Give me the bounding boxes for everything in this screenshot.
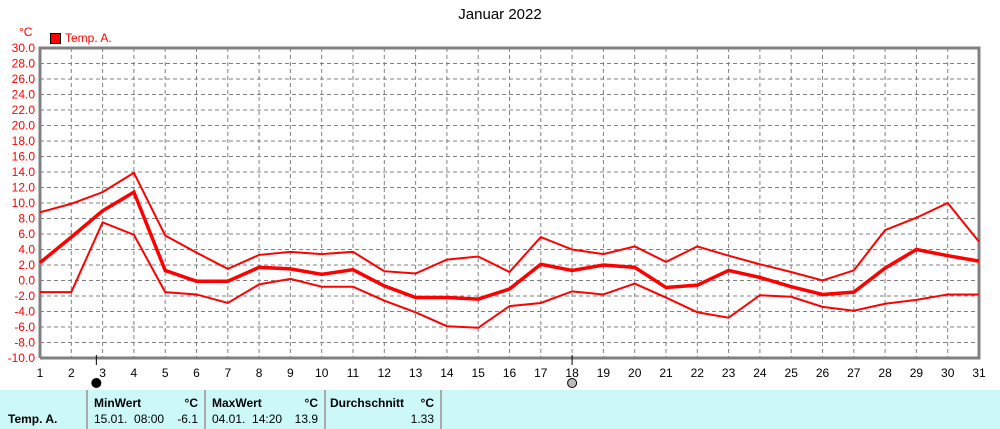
y-tick-label: 18.0: [12, 134, 36, 148]
series-line-avg: [38, 189, 980, 301]
x-tick-label: 20: [628, 366, 642, 380]
x-tick-label: 5: [162, 366, 169, 380]
series-label: Temp. A.: [8, 412, 58, 426]
x-tick-label: 16: [503, 366, 517, 380]
avg-header: Durchschnitt: [330, 396, 405, 410]
max-time: 04.01. 14:20: [212, 412, 283, 426]
chart-title: Januar 2022: [458, 6, 542, 23]
marker-filled: [91, 378, 102, 388]
x-tick-label: 23: [722, 366, 736, 380]
max-col: MaxWert °C 04.01. 14:20 13.9: [206, 390, 326, 429]
x-tick-label: 31: [972, 366, 986, 380]
x-tick-label: 18: [565, 366, 579, 380]
x-tick-label: 13: [409, 366, 423, 380]
y-tick-label: 10.0: [12, 196, 36, 210]
x-tick-label: 11: [347, 366, 360, 380]
x-tick-label: 29: [910, 366, 924, 380]
x-tick-label: 10: [315, 366, 329, 380]
x-tick-label: 15: [472, 366, 486, 380]
x-tick-label: 26: [816, 366, 830, 380]
min-header: MinWert: [94, 396, 142, 410]
y-tick-label: 2.0: [18, 258, 35, 272]
y-tick-label: 12.0: [12, 181, 36, 195]
legend-label: Temp. A.: [65, 31, 112, 45]
x-tick-label: 17: [534, 366, 548, 380]
line-chart: -10.0-8.0 -6.0-4.0 -2.00.0 2.04.0 6.08.0 10.0…: [8, 41, 986, 388]
y-tick-label: -10.0: [8, 351, 36, 365]
x-tick-label: 1: [37, 366, 44, 380]
series-line-max: [39, 171, 980, 282]
x-tick-label: 8: [256, 366, 263, 380]
y-tick-label: 28.0: [12, 57, 36, 71]
x-tick-label: 6: [193, 366, 200, 380]
marker-hollow: [567, 378, 578, 388]
max-header: MaxWert: [212, 396, 262, 410]
y-tick-label: 6.0: [18, 227, 35, 241]
x-tick-label: 14: [440, 366, 454, 380]
stats-label-col: Temp. A.: [0, 390, 88, 429]
y-tick-label: -2.0: [14, 289, 35, 303]
y-tick-label: 14.0: [12, 165, 36, 179]
y-tick-label: 20.0: [12, 119, 36, 133]
x-tick-label: 19: [597, 366, 611, 380]
max-unit: °C: [304, 396, 318, 410]
min-unit: °C: [184, 396, 198, 410]
x-tick-label: 9: [287, 366, 294, 380]
avg-unit: °C: [420, 396, 434, 410]
x-tick-label: 21: [659, 366, 673, 380]
x-tick-label: 27: [847, 366, 861, 380]
y-tick-label: 4.0: [18, 243, 35, 257]
y-tick-label: 16.0: [12, 150, 36, 164]
x-tick-label: 28: [878, 366, 892, 380]
y-tick-label: 8.0: [18, 212, 35, 226]
avg-value: 1.33: [410, 412, 434, 426]
x-tick-label: 4: [131, 366, 138, 380]
x-tick-label: 7: [224, 366, 231, 380]
legend: Temp. A.: [50, 31, 112, 45]
y-tick-label: 30.0: [12, 41, 36, 55]
x-tick-label: 12: [378, 366, 392, 380]
legend-swatch: [50, 32, 61, 44]
y-tick-label: 22.0: [12, 103, 36, 117]
series-line-min: [40, 221, 979, 329]
avg-col: Durchschnitt °C 1.33: [326, 390, 442, 429]
y-tick-label: -8.0: [14, 336, 35, 350]
min-time: 15.01. 08:00: [94, 412, 165, 426]
x-tick-label: 25: [785, 366, 799, 380]
y-axis-unit: °C: [19, 25, 33, 39]
plot-frame: [38, 46, 981, 360]
x-tick-label: 3: [99, 366, 106, 380]
y-tick-label: 0.0: [18, 274, 35, 288]
x-tick-label: 24: [753, 366, 767, 380]
x-tick-label: 30: [941, 366, 955, 380]
x-tick-label: 2: [68, 366, 75, 380]
stats-table: Temp. A. MinWert °C 15.01. 08:00 -6.1 Ma…: [0, 390, 1000, 429]
min-value: -6.1: [177, 412, 198, 426]
y-tick-label: 24.0: [12, 88, 36, 102]
y-tick-label: 26.0: [12, 72, 36, 86]
y-tick-label: -4.0: [14, 305, 35, 319]
min-col: MinWert °C 15.01. 08:00 -6.1: [88, 390, 206, 429]
y-tick-label: -6.0: [14, 320, 35, 334]
max-value: 13.9: [294, 412, 318, 426]
x-tick-label: 22: [691, 366, 705, 380]
